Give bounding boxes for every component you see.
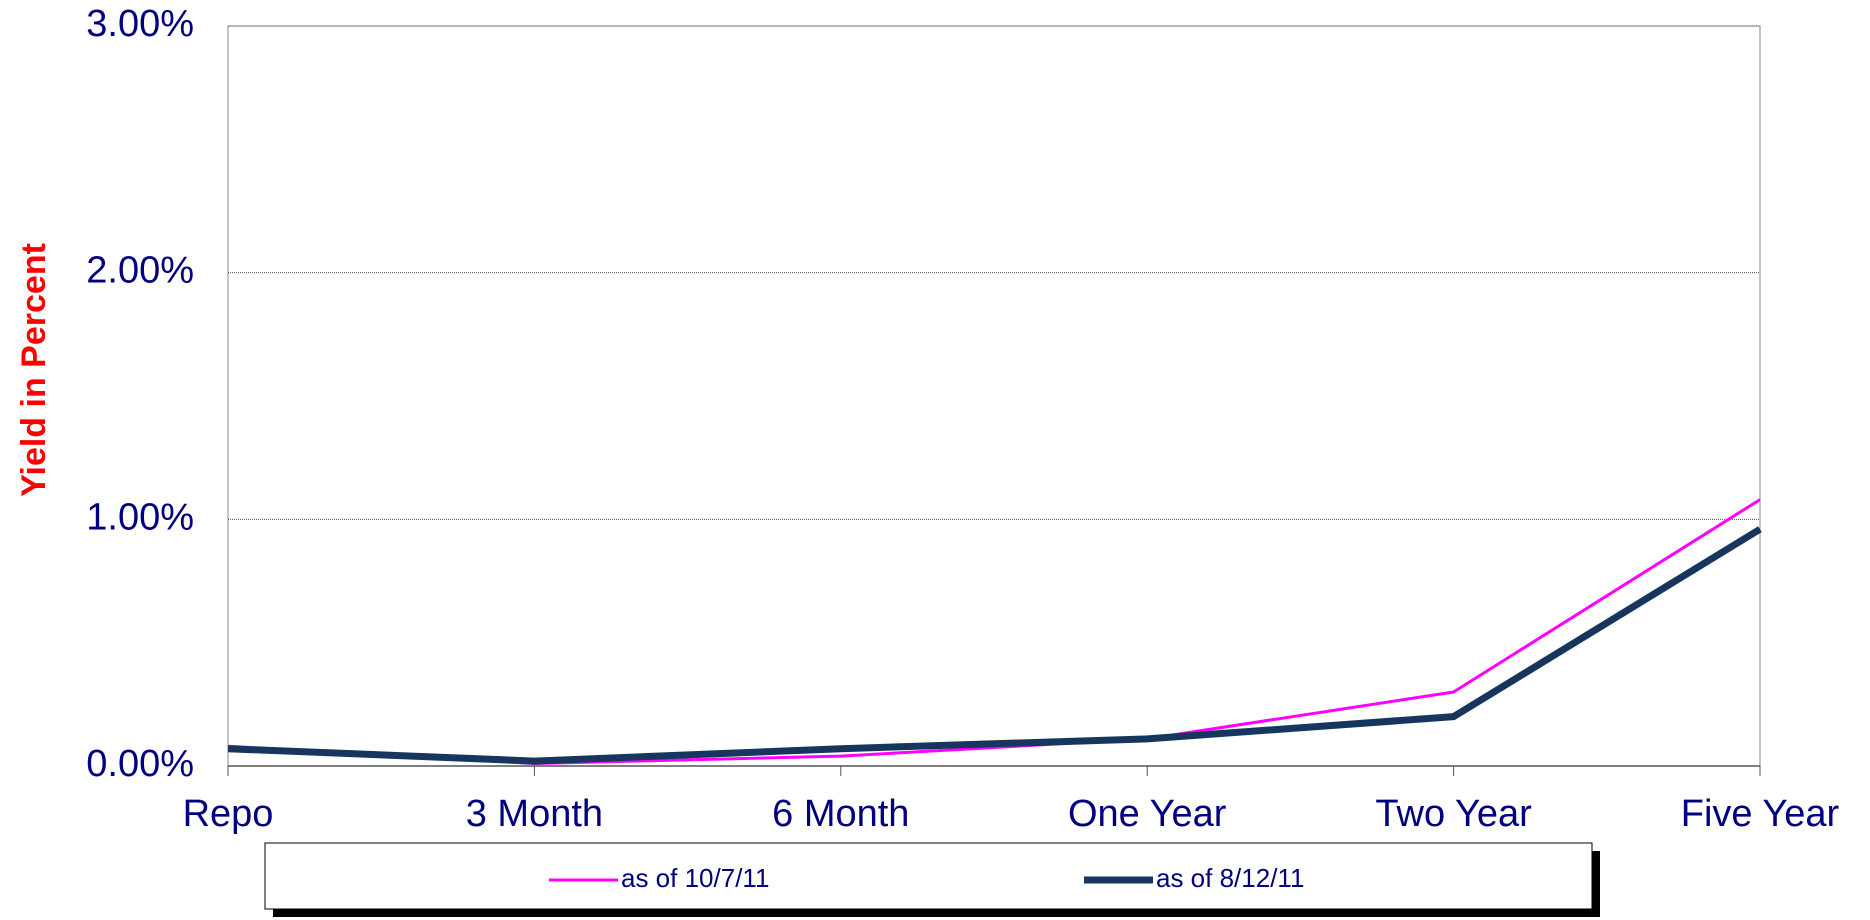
plot-area xyxy=(227,25,1761,767)
legend-label: as of 8/12/11 xyxy=(1156,863,1304,893)
x-tick-label: 3 Month xyxy=(466,793,603,835)
legend-label: as of 10/7/11 xyxy=(621,863,769,893)
y-tick-label: 3.00% xyxy=(86,3,194,45)
x-tick-label: Two Year xyxy=(1375,793,1532,835)
legend-box xyxy=(264,842,1593,910)
x-tick-label: One Year xyxy=(1068,793,1227,835)
series-line xyxy=(227,498,1761,766)
y-axis-title: Yield in Percent xyxy=(15,243,53,497)
x-tick-label: Five Year xyxy=(1681,793,1840,835)
x-tick-label: 6 Month xyxy=(772,793,909,835)
series-line xyxy=(227,526,1762,765)
y-tick-label: 0.00% xyxy=(86,743,194,785)
x-tick-label: Repo xyxy=(183,793,274,835)
y-tick-label: 1.00% xyxy=(86,496,194,538)
y-tick-label: 2.00% xyxy=(86,250,194,292)
